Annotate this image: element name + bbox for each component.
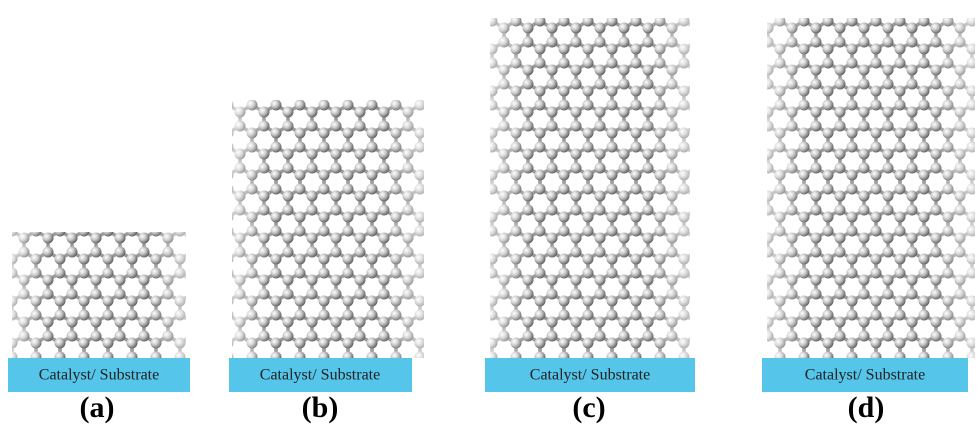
panel-label: (c) [572, 391, 605, 424]
nanotube-d [767, 18, 975, 358]
substrate-label: Catalyst/ Substrate [260, 367, 380, 384]
substrate-label: Catalyst/ Substrate [530, 367, 650, 384]
panel-label: (d) [848, 391, 885, 424]
figure: Catalyst/ Substrate Catalyst/ Substrate … [0, 0, 979, 429]
nanotube-c [490, 18, 690, 358]
substrate-label: Catalyst/ Substrate [39, 367, 159, 384]
nanotube-b [232, 100, 424, 358]
panel-label: (a) [80, 391, 115, 424]
panel-label: (b) [302, 391, 339, 424]
nanotube-a [12, 232, 186, 358]
substrate-label: Catalyst/ Substrate [805, 367, 925, 384]
